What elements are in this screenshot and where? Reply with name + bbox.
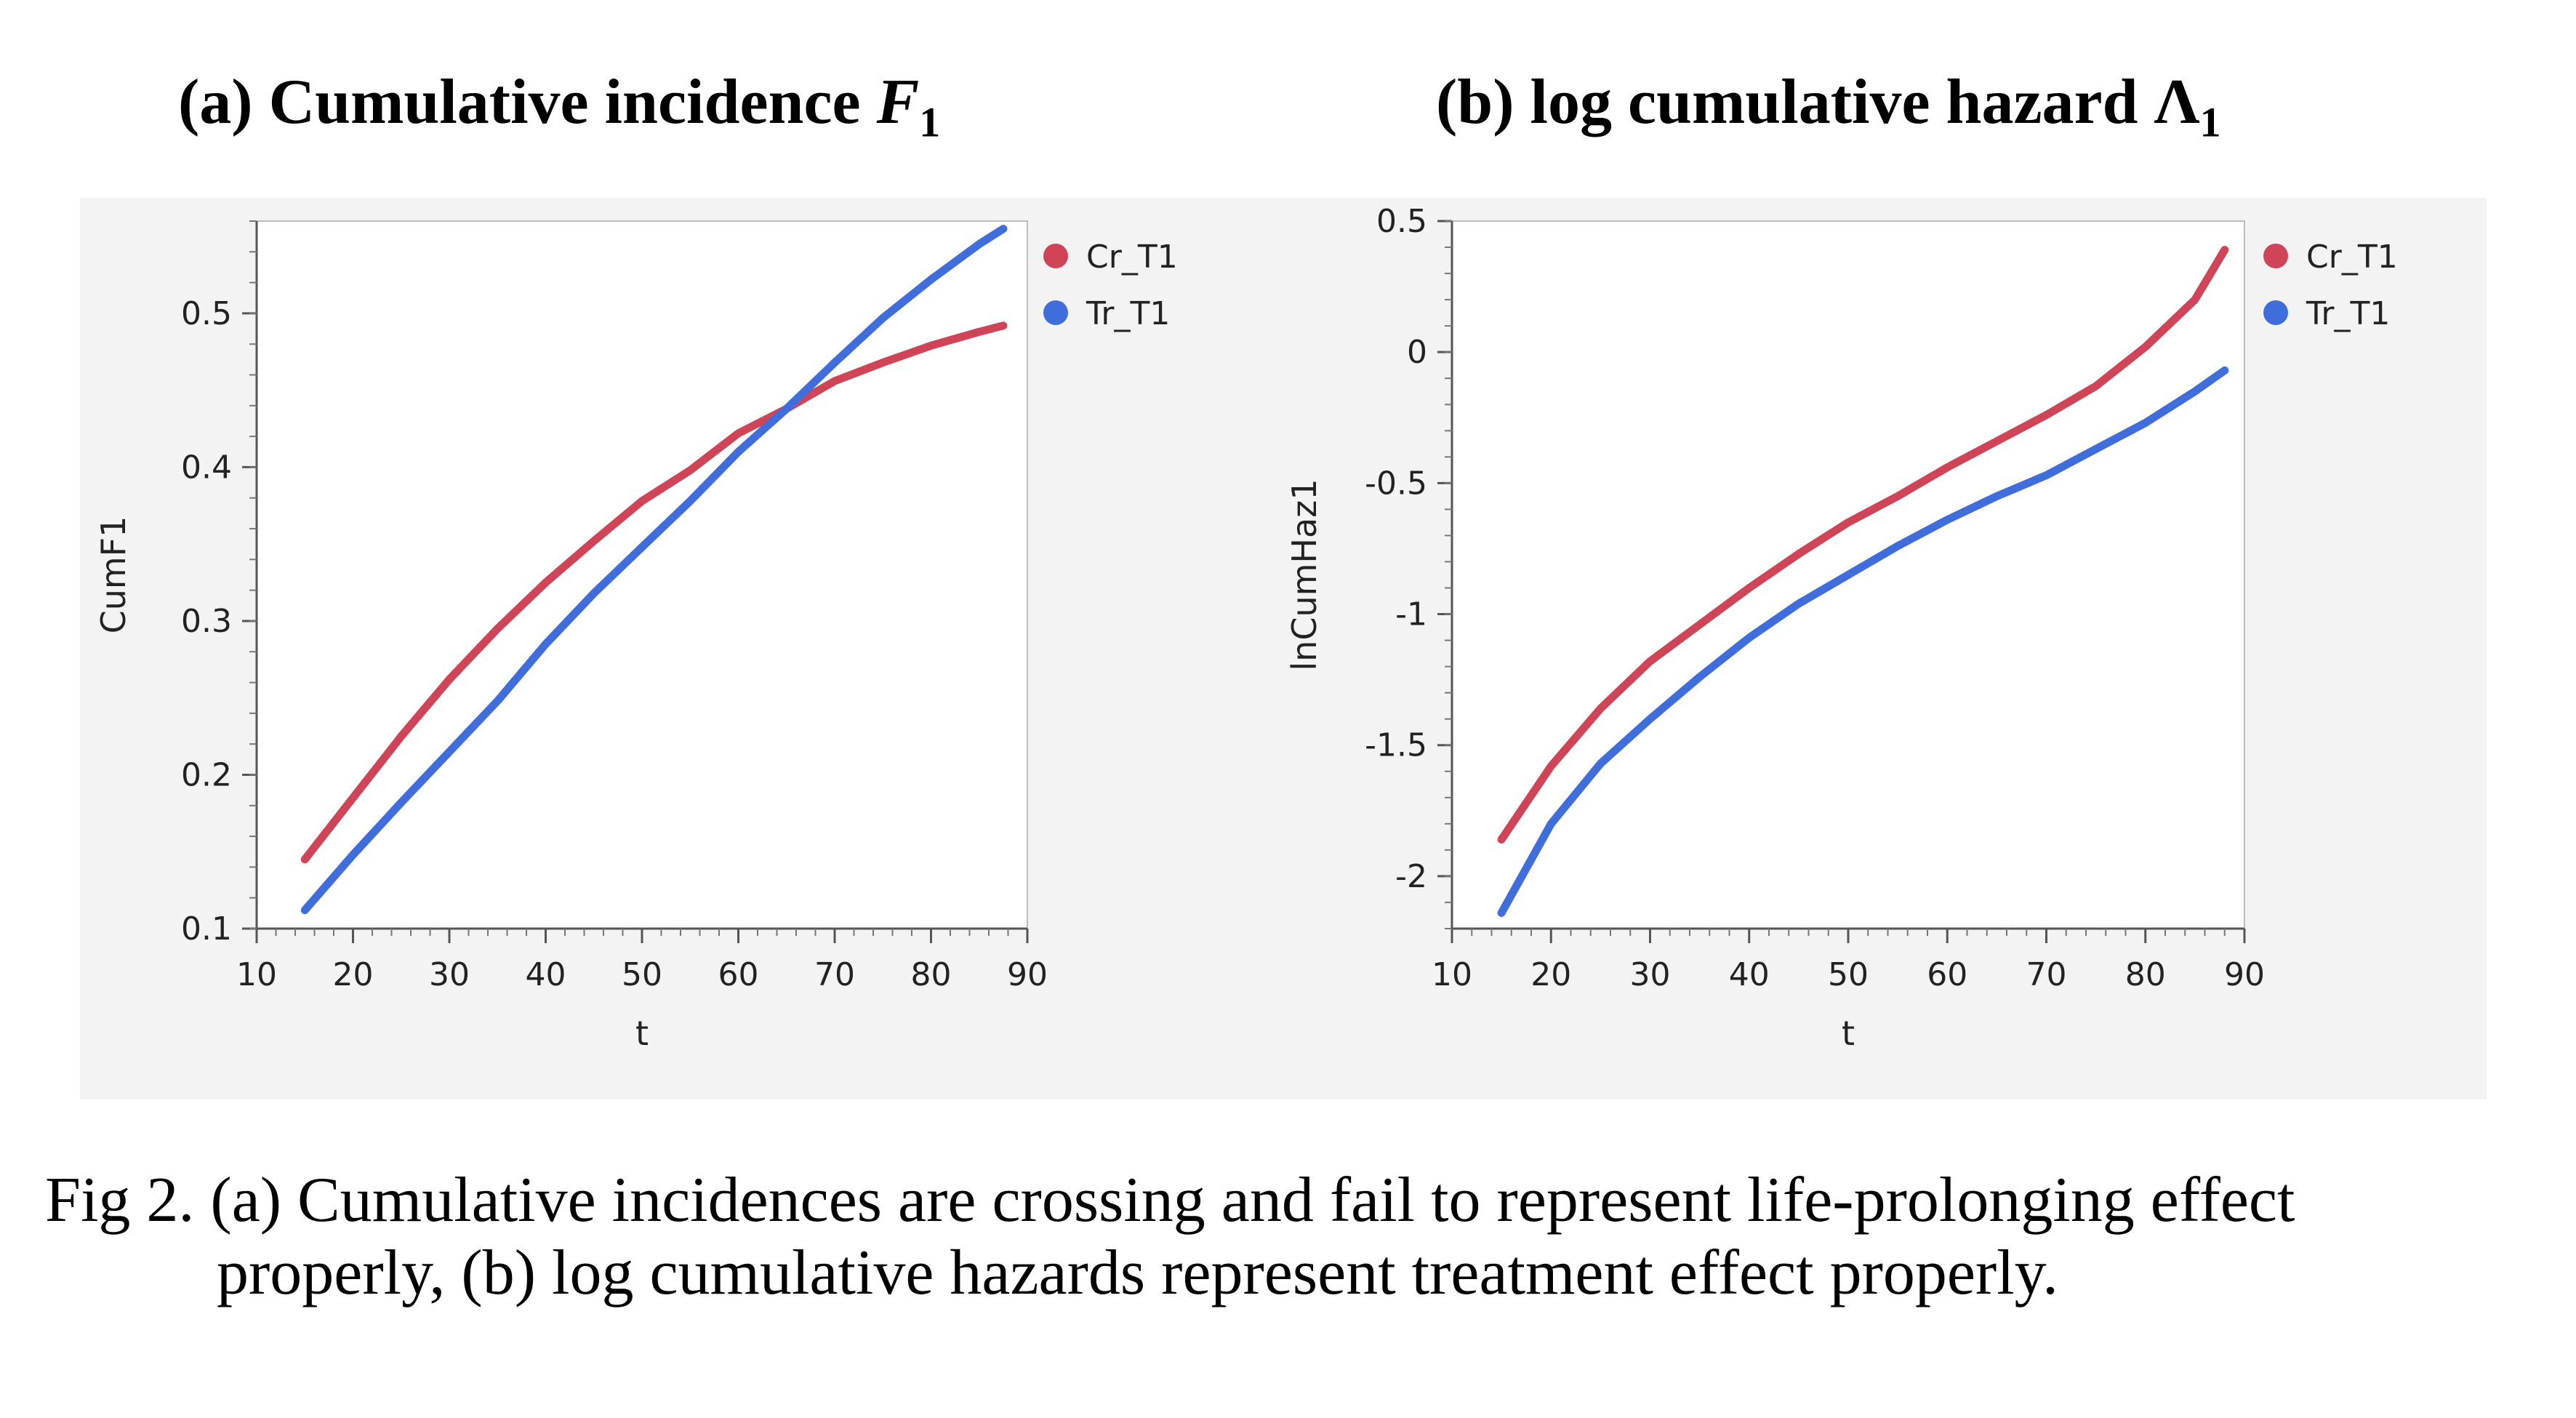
- x-tick-label: 20: [1530, 956, 1571, 993]
- y-tick-label: 0: [1407, 334, 1427, 371]
- legend-marker-tr-t1: [2263, 300, 2288, 325]
- panel-b-title-subscript: 1: [2199, 98, 2221, 146]
- panel-a-title-text: (a) Cumulative incidence: [178, 67, 877, 137]
- legend-label-cr-t1: Cr_T1: [1086, 239, 1178, 276]
- panel-b-title-symbol: Λ: [2154, 67, 2200, 137]
- y-tick-label: 0.3: [181, 603, 232, 640]
- legend-label-cr-t1: Cr_T1: [2306, 239, 2398, 276]
- x-tick-label: 50: [1828, 956, 1869, 993]
- y-axis-label: lnCumHaz1: [1285, 478, 1324, 670]
- y-axis-label: CumF1: [94, 516, 133, 634]
- x-tick-label: 20: [333, 956, 374, 993]
- y-tick-label: -2: [1395, 858, 1427, 895]
- y-tick-label: 0.5: [181, 295, 232, 332]
- x-tick-label: 10: [1432, 956, 1472, 993]
- x-tick-label: 40: [1729, 956, 1770, 993]
- x-tick-label: 60: [1927, 956, 1967, 993]
- x-tick-label: 90: [1007, 956, 1048, 993]
- panel-b-title-text: (b) log cumulative hazard: [1436, 67, 2154, 137]
- x-tick-label: 10: [236, 956, 277, 993]
- x-axis-label: t: [635, 1014, 649, 1053]
- legend-label-tr-t1: Tr_T1: [2306, 295, 2390, 332]
- y-tick-label: -0.5: [1365, 465, 1427, 502]
- y-tick-label: 0.2: [181, 756, 232, 793]
- x-tick-label: 80: [2125, 956, 2166, 993]
- series-line-tr-t1: [300, 225, 1008, 915]
- x-tick-label: 60: [718, 956, 759, 993]
- y-tick-label: -1: [1395, 596, 1427, 633]
- x-tick-label: 40: [526, 956, 566, 993]
- panel-b-title: (b) log cumulative hazard Λ1: [1436, 65, 2221, 147]
- legend-marker-cr-t1: [2263, 244, 2288, 268]
- series-line-cr-t1: [1497, 246, 2229, 844]
- x-tick-label: 90: [2224, 956, 2265, 993]
- legend-marker-tr-t1: [1043, 300, 1068, 325]
- y-tick-label: 0.4: [181, 449, 232, 486]
- figure-caption-line-2: properly, (b) log cumulative hazards rep…: [217, 1238, 2058, 1308]
- panel-a-title-symbol: F: [876, 67, 920, 137]
- x-axis-label: t: [1842, 1014, 1855, 1053]
- panel-a-title: (a) Cumulative incidence F1: [178, 65, 940, 147]
- x-tick-label: 30: [1630, 956, 1671, 993]
- series-line-cr-t1: [300, 321, 1008, 864]
- x-tick-label: 70: [814, 956, 855, 993]
- log-cumulative-hazard-chart: 10 20 30 40 50 60 70 80 90 -2 -1.5 -1 -0.5 0 0.5 t lnCum…: [1285, 203, 2398, 1053]
- plot-area: [256, 220, 1028, 929]
- series-line-tr-t1: [1497, 366, 2229, 917]
- cumulative-incidence-chart: 10 20 30 40 50 60 70 80 90 0.1 0.2 0.3 0.4 0.5 t CumF1 C…: [94, 220, 1178, 1053]
- x-tick-label: 30: [429, 956, 470, 993]
- x-tick-label: 80: [911, 956, 952, 993]
- figure-caption-line-1: Fig 2. (a) Cumulative incidences are cro…: [45, 1165, 2295, 1235]
- x-tick-label: 70: [2026, 956, 2067, 993]
- x-tick-label: 50: [622, 956, 662, 993]
- y-tick-label: 0.1: [181, 910, 232, 948]
- y-tick-label: 0.5: [1376, 203, 1427, 240]
- y-tick-label: -1.5: [1365, 727, 1427, 764]
- legend-marker-cr-t1: [1043, 244, 1068, 268]
- legend-label-tr-t1: Tr_T1: [1086, 295, 1170, 332]
- panel-a-title-subscript: 1: [919, 98, 941, 146]
